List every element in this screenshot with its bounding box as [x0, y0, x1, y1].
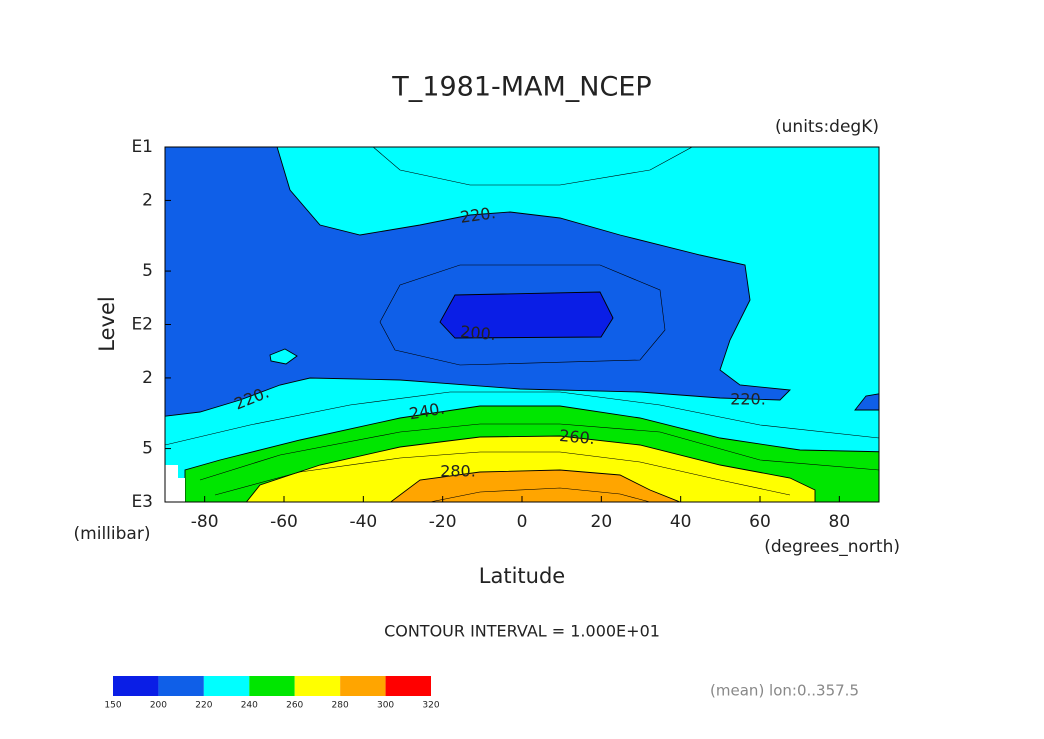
x-tick-label: -40	[349, 512, 377, 532]
region	[269, 348, 298, 365]
colorbar-band	[203, 676, 250, 696]
colorbar-band	[158, 676, 204, 696]
contour-label: 200.	[460, 322, 497, 344]
x-axis-label: Latitude	[479, 564, 565, 588]
contour-line	[372, 147, 693, 186]
x-tick-label: 20	[591, 512, 613, 532]
colorbar-band	[113, 676, 159, 696]
units-label: (units:degK)	[775, 117, 879, 137]
region	[245, 435, 816, 502]
chart-title: T_1981-MAM_NCEP	[391, 72, 651, 103]
x-tick-label: -60	[270, 512, 298, 532]
contour-line	[199, 423, 879, 481]
colorbar-label: 320	[422, 701, 439, 711]
y-tick-label: E2	[131, 315, 153, 335]
missing-data	[165, 465, 185, 502]
colorbar-label: 200	[150, 701, 167, 711]
y-tick-label: E1	[131, 137, 153, 157]
contour-label: 280.	[440, 462, 476, 481]
colorbar-label: 260	[286, 701, 303, 711]
colorbar-band	[294, 676, 341, 696]
region	[165, 147, 791, 417]
colorbar-label: 220	[195, 701, 212, 711]
x-tick-label: -80	[191, 512, 219, 532]
contour-line	[165, 391, 879, 446]
y-tick-label: 5	[142, 439, 153, 459]
x-tick-label: -20	[429, 512, 457, 532]
contour-line	[214, 451, 791, 496]
contour-label: 220.	[730, 390, 766, 409]
contour-line	[429, 487, 651, 502]
annotation: (mean) lon:0..357.5	[710, 682, 859, 700]
y-tick-label: 2	[142, 190, 153, 210]
colorbar-label: 240	[241, 701, 258, 711]
y-axis-label: Level	[95, 296, 119, 351]
y-tick-label: E3	[131, 492, 153, 512]
x-units: (degrees_north)	[764, 537, 900, 557]
region	[439, 291, 614, 339]
region	[389, 469, 682, 502]
contour-label: 260.	[559, 426, 596, 448]
y-tick-label: 2	[142, 368, 153, 388]
colorbar-label: 280	[332, 701, 349, 711]
x-tick-label: 80	[829, 512, 851, 532]
colorbar-band	[385, 676, 431, 696]
footnote: CONTOUR INTERVAL = 1.000E+01	[384, 622, 660, 641]
x-tick-label: 60	[749, 512, 771, 532]
x-tick-label: 40	[670, 512, 692, 532]
colorbar-label: 150	[104, 701, 121, 711]
contour-field	[165, 147, 879, 502]
colorbar-label: 300	[377, 701, 394, 711]
region	[854, 393, 879, 411]
contour-line	[379, 264, 666, 366]
x-tick-label: 0	[517, 512, 528, 532]
colorbar-band	[249, 676, 295, 696]
y-tick-label: 5	[142, 261, 153, 281]
contour-label: 220.	[459, 203, 497, 227]
y-units: (millibar)	[74, 524, 151, 544]
colorbar-band	[340, 676, 386, 696]
